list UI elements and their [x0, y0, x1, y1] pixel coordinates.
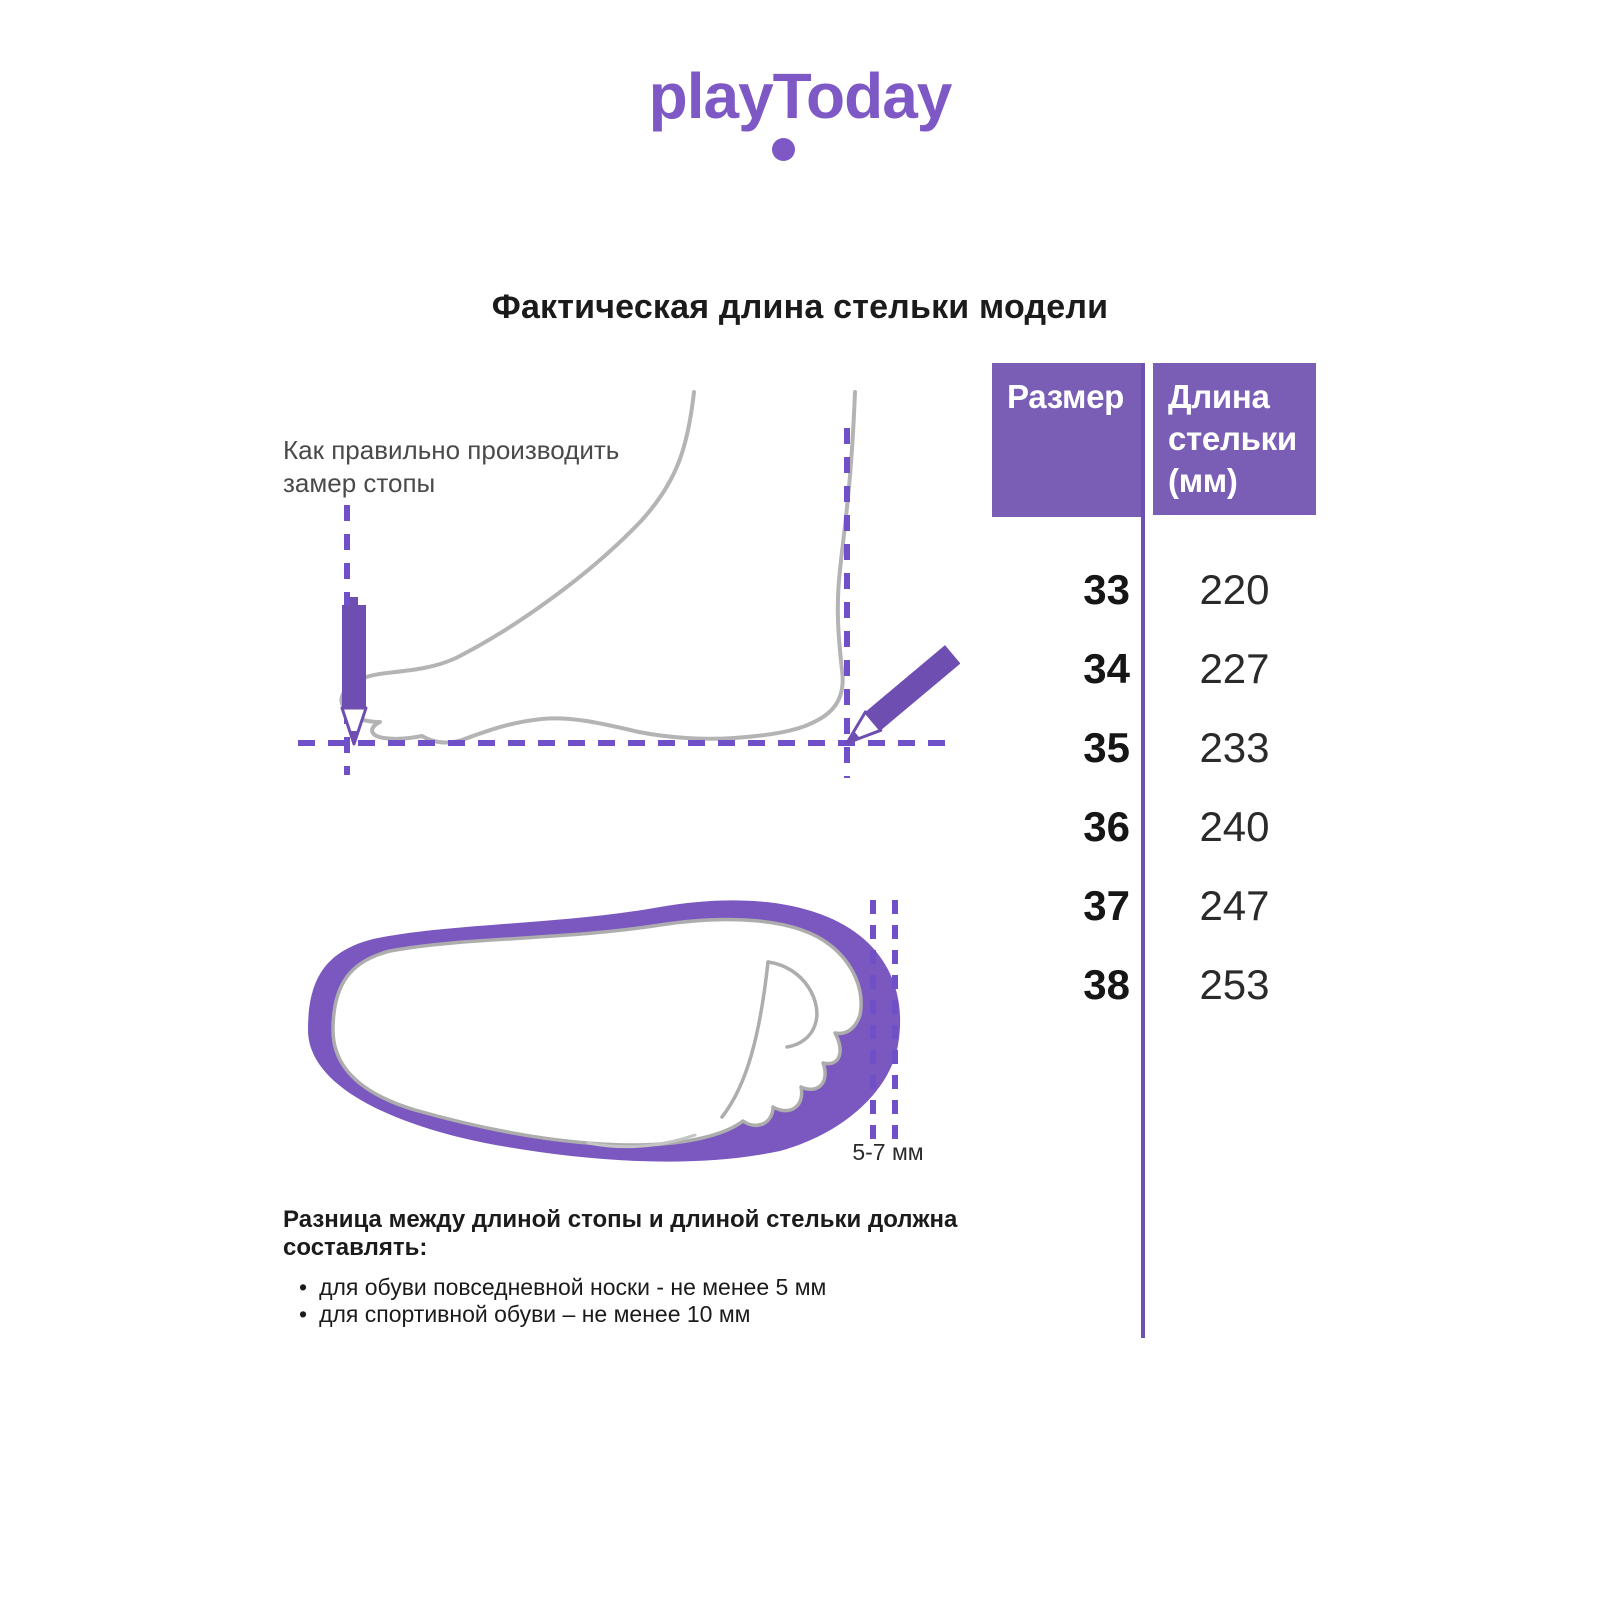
size-value: 38 — [1083, 961, 1130, 1008]
size-value: 35 — [1083, 724, 1130, 771]
size-value: 33 — [1083, 566, 1130, 613]
length-value: 247 — [1199, 882, 1270, 929]
table-header-length: Длина стельки (мм) — [1153, 363, 1316, 515]
table-row: 37 247 — [992, 879, 1316, 933]
list-item: • для обуви повседневной носки - не мене… — [299, 1274, 1043, 1301]
pencil-tilted-icon — [845, 645, 960, 745]
difference-note: Разница между длиной стопы и длиной стел… — [283, 1206, 1043, 1328]
bullet-icon: • — [299, 1301, 308, 1327]
difference-note-heading: Разница между длиной стопы и длиной стел… — [283, 1206, 958, 1261]
table-row: 36 240 — [992, 800, 1316, 854]
page-title: Фактическая длина стельки модели — [491, 288, 1109, 326]
table-divider-line — [1141, 363, 1145, 1338]
size-value: 37 — [1083, 882, 1130, 929]
insole-footprint-diagram — [308, 900, 901, 1162]
table-row: 38 253 — [992, 958, 1316, 1012]
arch-curve — [586, 1133, 697, 1149]
length-value: 227 — [1199, 645, 1270, 692]
footprint-shape — [331, 917, 863, 1147]
note-text: для обуви повседневной носки - не менее … — [319, 1274, 827, 1300]
brand-logo: playToday — [648, 60, 953, 132]
foot-measurement-diagram — [298, 390, 960, 778]
list-item: • для спортивной обуви – не менее 10 мм — [299, 1301, 1043, 1328]
table-row: 33 220 — [992, 563, 1316, 617]
length-value: 253 — [1199, 961, 1270, 1008]
insole-gap-label: 5-7 мм — [852, 1139, 924, 1165]
big-toe-curve — [766, 960, 819, 1049]
ball-sweep-curve — [720, 960, 770, 1119]
size-value: 34 — [1083, 645, 1130, 692]
table-row: 34 227 — [992, 642, 1316, 696]
foot-outline — [339, 390, 857, 745]
length-value: 240 — [1199, 803, 1270, 850]
note-text: для спортивной обуви – не менее 10 мм — [319, 1301, 751, 1327]
table-row: 35 233 — [992, 721, 1316, 775]
size-value: 36 — [1083, 803, 1130, 850]
brand-logo-dot — [772, 138, 795, 161]
table-header-size: Размер — [992, 363, 1145, 517]
length-value: 233 — [1199, 724, 1270, 771]
pencil-vertical-icon — [340, 597, 368, 746]
bullet-icon: • — [299, 1274, 308, 1300]
measurement-instruction: Как правильно производить замер стопы — [283, 435, 620, 498]
length-value: 220 — [1199, 566, 1270, 613]
